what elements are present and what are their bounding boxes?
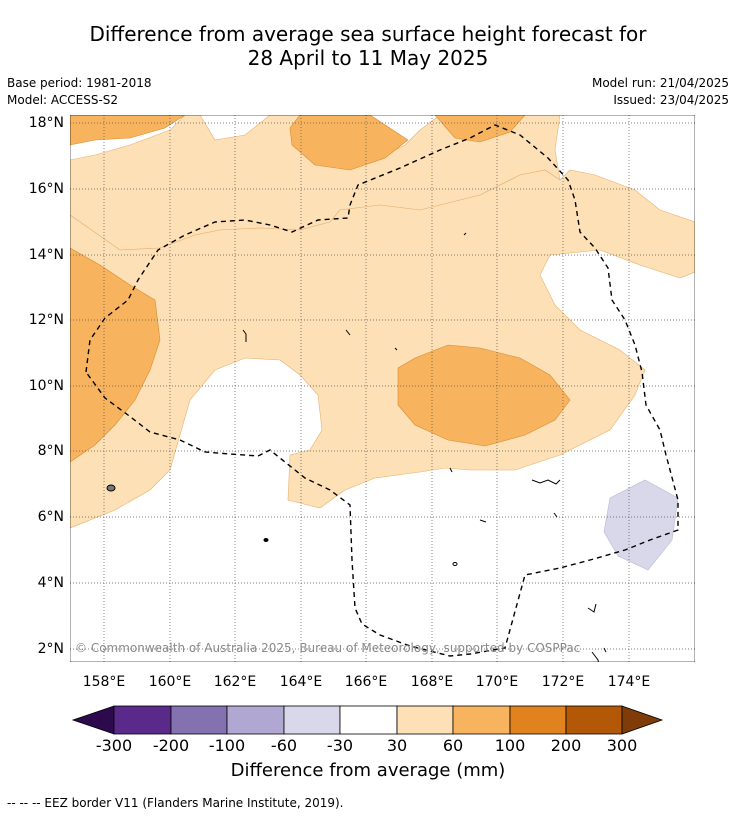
- colorbar-label-minus-200: -200: [152, 736, 190, 755]
- colorbar: [71, 705, 664, 735]
- map-fill: [70, 115, 695, 662]
- colorbar-label-30: 30: [386, 736, 408, 755]
- title-line-1: Difference from average sea surface heig…: [89, 22, 647, 46]
- colorbar-bin-6: [396, 705, 454, 735]
- anomaly-negative-region: [603, 479, 679, 571]
- lat-label-18n: 18°N: [28, 115, 64, 131]
- colorbar-bin-7: [452, 705, 511, 735]
- eez-border: [85, 124, 679, 657]
- colorbar-bin-3: [226, 705, 285, 735]
- lon-label-162e: 162°E: [213, 674, 257, 690]
- anomaly-30-60-region-2: [70, 169, 695, 529]
- lat-label-14n: 14°N: [28, 247, 64, 263]
- meta-left: Base period: 1981-2018 Model: ACCESS-S2: [7, 75, 152, 109]
- graticule: [70, 115, 695, 662]
- colorbar-label-minus-30: -30: [326, 736, 354, 755]
- lat-label-8n: 8°N: [37, 443, 64, 459]
- lat-label-6n: 6°N: [37, 509, 64, 525]
- colorbar-title: Difference from average (mm): [230, 760, 506, 781]
- colorbar-label-200: 200: [550, 736, 582, 755]
- colorbar-label-100: 100: [494, 736, 526, 755]
- colorbar-label-minus-100: -100: [208, 736, 246, 755]
- lon-label-170e: 170°E: [475, 674, 519, 690]
- model-name: Model: ACCESS-S2: [7, 93, 119, 107]
- lat-label-10n: 10°N: [28, 378, 64, 394]
- colorbar-bin-8: [509, 705, 567, 735]
- lat-label-16n: 16°N: [28, 181, 64, 197]
- anomaly-60-100-left: [70, 247, 161, 463]
- eez-legend-note: -- -- -- EEZ border V11 (Flanders Marine…: [7, 796, 344, 810]
- colorbar-bin-9: [565, 705, 623, 735]
- colorbar-bin-5: [339, 705, 398, 735]
- colorbar-label-60: 60: [442, 736, 464, 755]
- colorbar-extend-high: [621, 705, 664, 735]
- lat-label-2n: 2°N: [37, 641, 64, 657]
- colorbar-bin-2: [170, 705, 228, 735]
- lon-label-160e: 160°E: [148, 674, 192, 690]
- lon-label-164e: 164°E: [279, 674, 323, 690]
- islands: [106, 232, 607, 662]
- colorbar-label-300: 300: [606, 736, 638, 755]
- colorbar-extend-low: [71, 705, 115, 735]
- colorbar-bin-4: [283, 705, 341, 735]
- copyright-notice: © Commonwealth of Australia 2025, Bureau…: [75, 641, 581, 655]
- anomaly-60-100-top-left: [70, 115, 186, 146]
- lat-label-12n: 12°N: [28, 312, 64, 328]
- lon-label-166e: 166°E: [344, 674, 388, 690]
- colorbar-label-minus-60: -60: [270, 736, 298, 755]
- lon-label-158e: 158°E: [82, 674, 126, 690]
- colorbar-label-minus-300: -300: [95, 736, 133, 755]
- lon-label-174e: 174°E: [607, 674, 651, 690]
- base-period: Base period: 1981-2018: [7, 76, 152, 90]
- lon-label-168e: 168°E: [410, 674, 454, 690]
- chart-title: Difference from average sea surface heig…: [0, 22, 736, 70]
- anomaly-60-100-centre: [397, 344, 571, 447]
- meta-right: Model run: 21/04/2025 Issued: 23/04/2025: [592, 75, 729, 109]
- lat-label-4n: 4°N: [37, 575, 64, 591]
- model-run: Model run: 21/04/2025: [591, 76, 729, 90]
- anomaly-60-100-top-right: [434, 115, 526, 143]
- issued-date: Issued: 23/04/2025: [613, 93, 729, 107]
- title-line-2: 28 April to 11 May 2025: [247, 46, 489, 70]
- colorbar-bin-1: [113, 705, 172, 735]
- lon-label-172e: 172°E: [541, 674, 585, 690]
